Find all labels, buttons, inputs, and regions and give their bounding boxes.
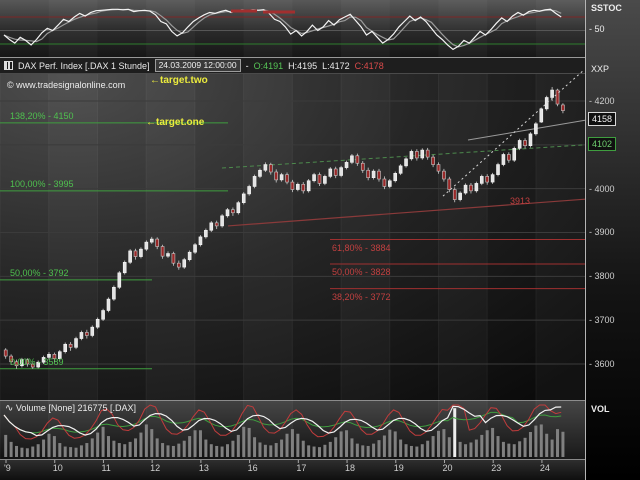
price-panel[interactable] [0,74,585,400]
close-value: C:4178 [354,60,384,71]
open-value: O:4191 [253,60,284,71]
separator-dash: - [245,60,249,71]
volume-panel[interactable] [0,400,585,459]
price-axis[interactable]: SSTOC - 50 XXP VOL [585,0,640,480]
stochastic-axis-title: SSTOC [591,3,622,13]
instrument-name: DAX Perf. Index [.DAX 1 Stunde] [18,60,150,71]
xxp-axis-title: XXP [591,64,610,74]
stochastic-panel[interactable] [0,0,585,57]
low-value: L:4172 [322,60,350,71]
time-axis[interactable] [0,459,585,480]
volume-axis-title: VOL [591,404,610,414]
instrument-title-bar: DAX Perf. Index [.DAX 1 Stunde] 24.03.20… [0,57,585,74]
chart-icon [4,61,13,70]
high-value: H:4195 [288,60,318,71]
stochastic-mid-tick: - 50 [589,24,605,34]
bar-datetime[interactable]: 24.03.2009 12:00:00 [154,59,241,72]
